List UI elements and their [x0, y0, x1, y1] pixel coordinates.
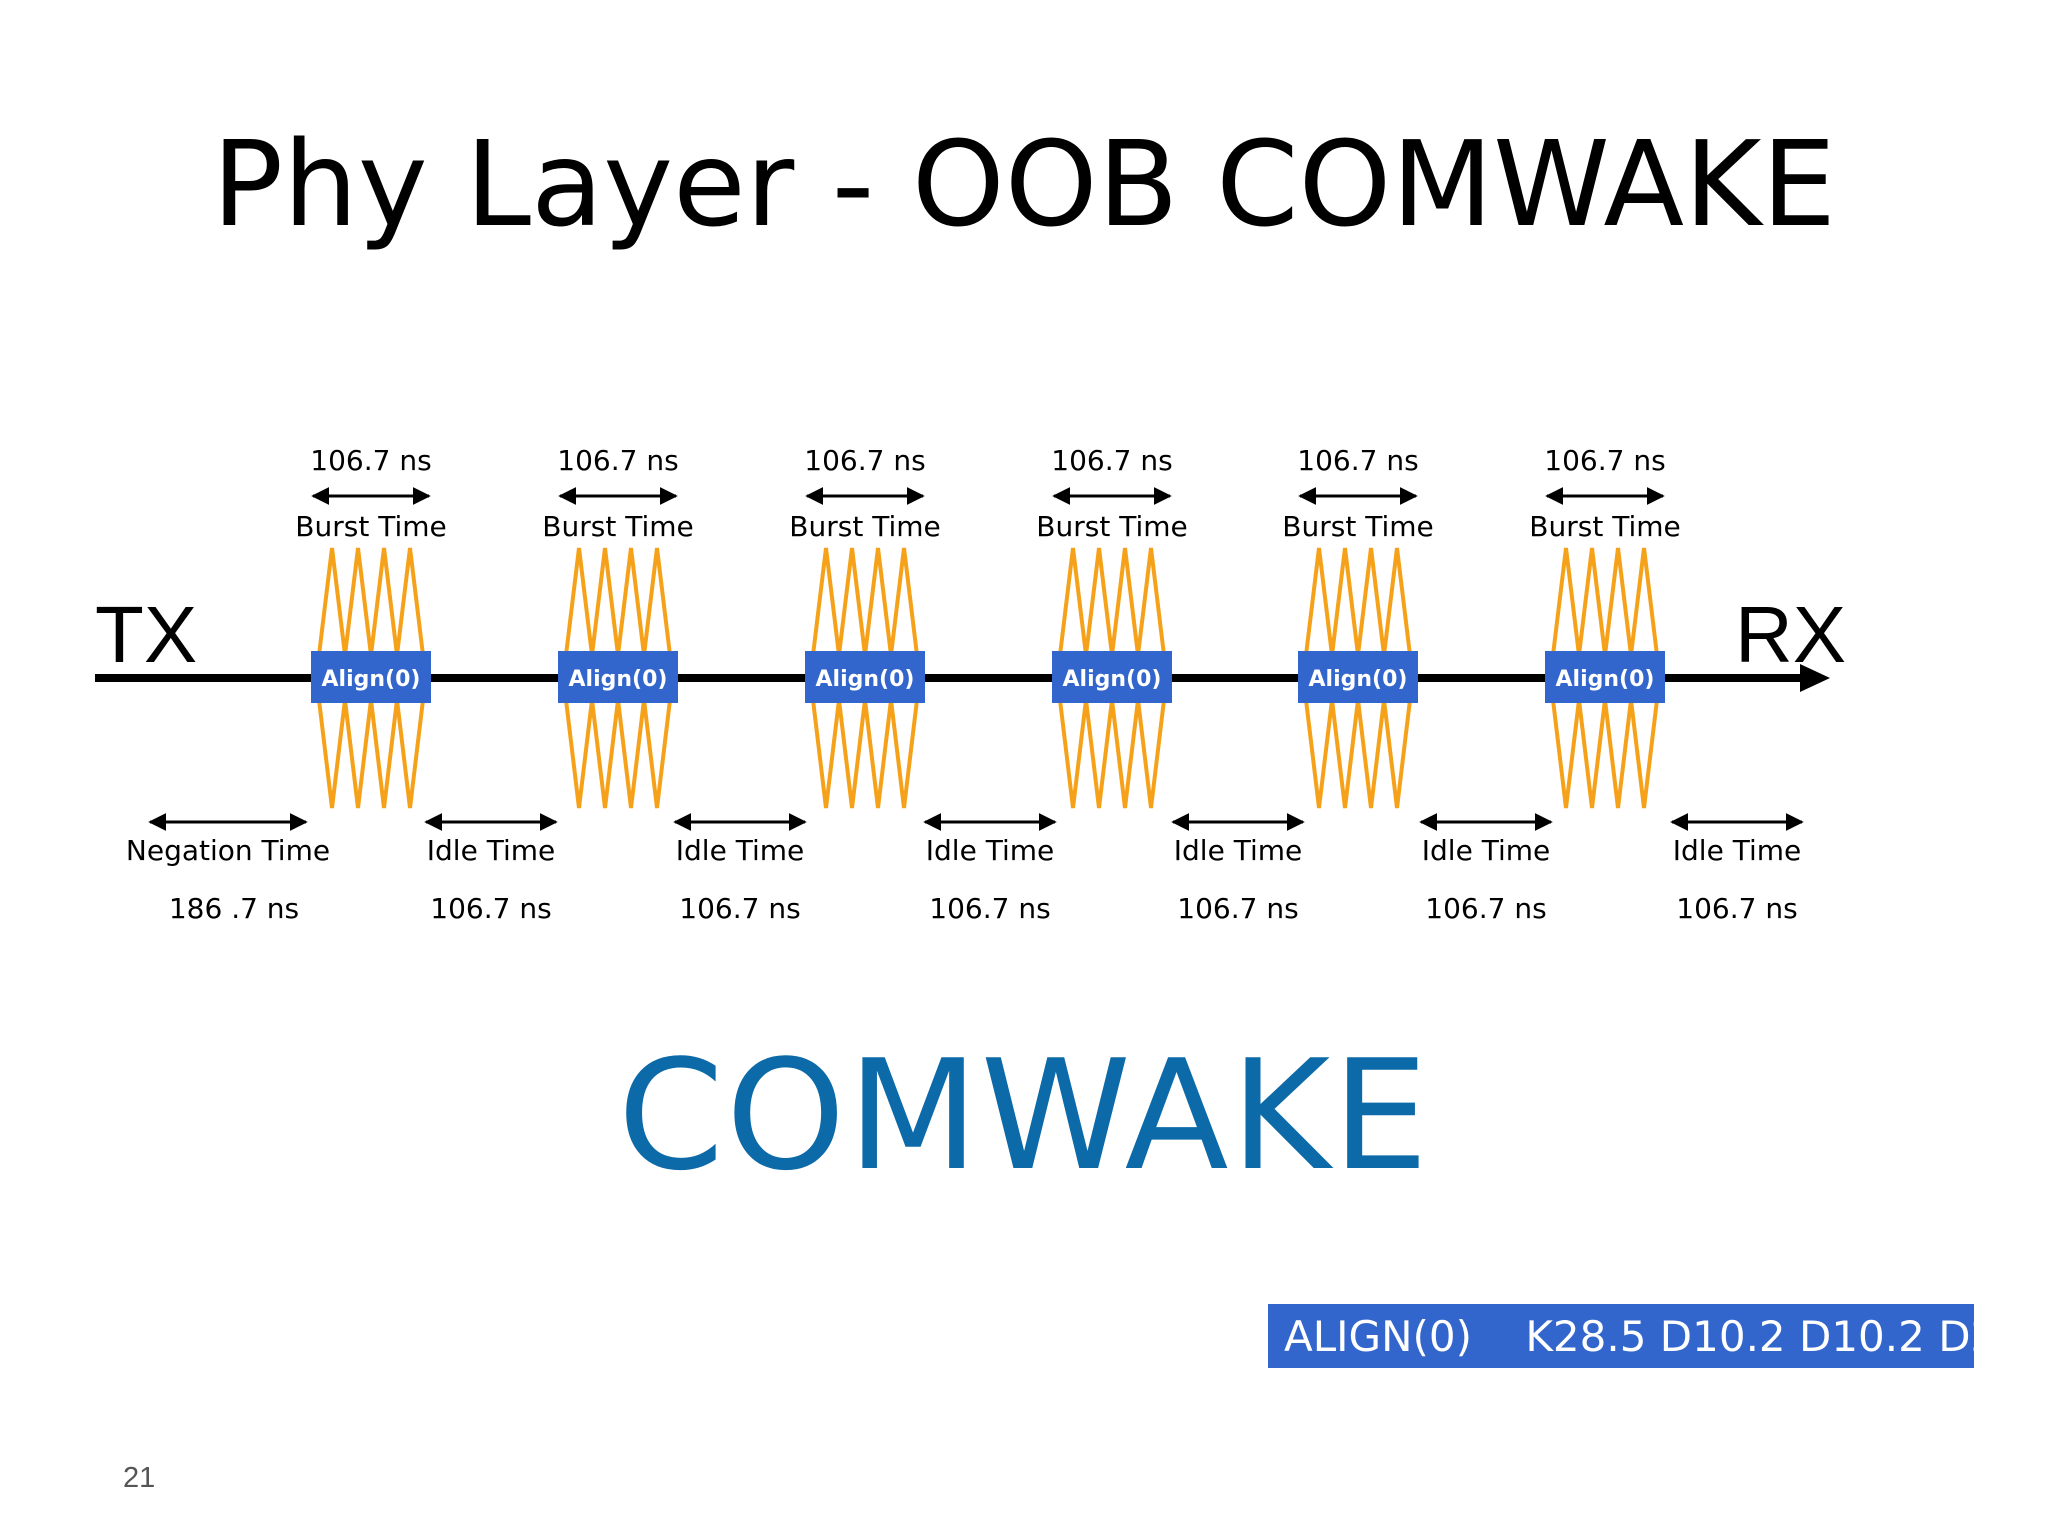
tx-label: TX: [95, 590, 197, 679]
align-burst-box: [1052, 651, 1172, 703]
align-burst-label: Align(0): [1063, 667, 1162, 692]
burst-waveform-bottom: [1304, 699, 1412, 809]
idle-duration: 106.7 ns: [929, 892, 1050, 925]
burst-time-label: Burst Time: [1282, 510, 1433, 543]
burst-waveform-bottom: [317, 699, 425, 809]
idle-duration: 106.7 ns: [430, 892, 551, 925]
burst-time-label: Burst Time: [295, 510, 446, 543]
page-number: 21: [123, 1462, 156, 1494]
align-burst-label: Align(0): [1309, 667, 1408, 692]
burst-waveform-top: [1058, 547, 1166, 656]
rx-label: RX: [1735, 590, 1846, 679]
idle-time-label: Idle Time: [1673, 834, 1801, 867]
idle-time-label: Idle Time: [427, 834, 555, 867]
idle-duration: 106.7 ns: [1676, 892, 1797, 925]
idle-time-label: Idle Time: [676, 834, 804, 867]
burst-waveform-bottom: [1058, 699, 1166, 809]
align-burst-box: [558, 651, 678, 703]
signal-line-arrowhead: [1800, 664, 1830, 692]
burst-duration: 106.7 ns: [1051, 444, 1172, 477]
burst-duration: 106.7 ns: [804, 444, 925, 477]
idle-duration: 106.7 ns: [1425, 892, 1546, 925]
align-burst-box: [805, 651, 925, 703]
burst-waveform-top: [1304, 547, 1412, 656]
idle-time-label: Idle Time: [926, 834, 1054, 867]
burst-duration: 106.7 ns: [1297, 444, 1418, 477]
burst-duration: 106.7 ns: [557, 444, 678, 477]
comwake-label: COMWAKE: [617, 1027, 1431, 1204]
align-burst-label: Align(0): [1556, 667, 1655, 692]
align-burst-box: [311, 651, 431, 703]
burst-time-label: Burst Time: [1529, 510, 1680, 543]
burst-waveform-bottom: [564, 699, 672, 809]
burst-duration: 106.7 ns: [310, 444, 431, 477]
burst-time-label: Burst Time: [789, 510, 940, 543]
negation-duration: 186 .7 ns: [169, 892, 299, 925]
align-burst-box: [1298, 651, 1418, 703]
burst-time-label: Burst Time: [1036, 510, 1187, 543]
burst-waveform-top: [1551, 547, 1659, 656]
burst-duration: 106.7 ns: [1544, 444, 1665, 477]
align-burst-label: Align(0): [569, 667, 668, 692]
idle-time-label: Idle Time: [1422, 834, 1550, 867]
align-burst-box: [1545, 651, 1665, 703]
burst-waveform-top: [811, 547, 919, 656]
idle-time-label: Idle Time: [1174, 834, 1302, 867]
negation-time-label: Negation Time: [126, 834, 330, 867]
idle-duration: 106.7 ns: [679, 892, 800, 925]
burst-waveform-bottom: [1551, 699, 1659, 809]
burst-waveform-top: [564, 547, 672, 656]
burst-waveform-bottom: [811, 699, 919, 809]
align-primitive-box: ALIGN(0) K28.5 D10.2 D10.2 D27.3: [1268, 1304, 2048, 1368]
burst-time-label: Burst Time: [542, 510, 693, 543]
slide-title: Phy Layer - OOB COMWAKE: [211, 115, 1837, 253]
idle-duration: 106.7 ns: [1177, 892, 1298, 925]
burst-waveform-top: [317, 547, 425, 656]
align-burst-label: Align(0): [322, 667, 421, 692]
align-burst-label: Align(0): [816, 667, 915, 692]
